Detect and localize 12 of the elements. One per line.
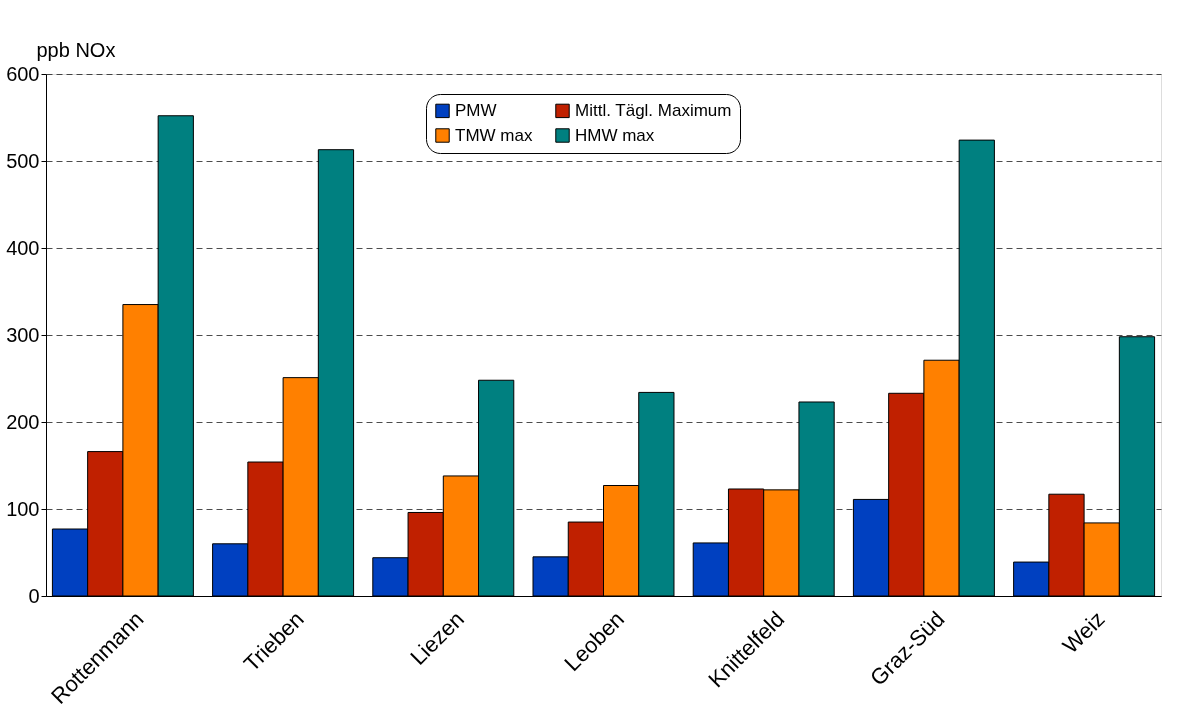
y-tick-label: 0 (28, 584, 40, 607)
legend-label: HMW max (575, 125, 655, 145)
legend-label: Mittl. Tägl. Maximum (575, 100, 732, 120)
y-tick-label: 100 (6, 497, 40, 520)
y-axis-title: ppb NOx (36, 38, 116, 61)
y-tick-label: 300 (6, 323, 40, 346)
y-tick-label: 500 (6, 149, 40, 172)
legend-label: TMW max (455, 125, 533, 145)
legend-label: PMW (455, 100, 497, 120)
y-tick-label: 200 (6, 410, 40, 433)
y-tick-label: 600 (6, 62, 40, 85)
y-tick-label: 400 (6, 236, 40, 259)
